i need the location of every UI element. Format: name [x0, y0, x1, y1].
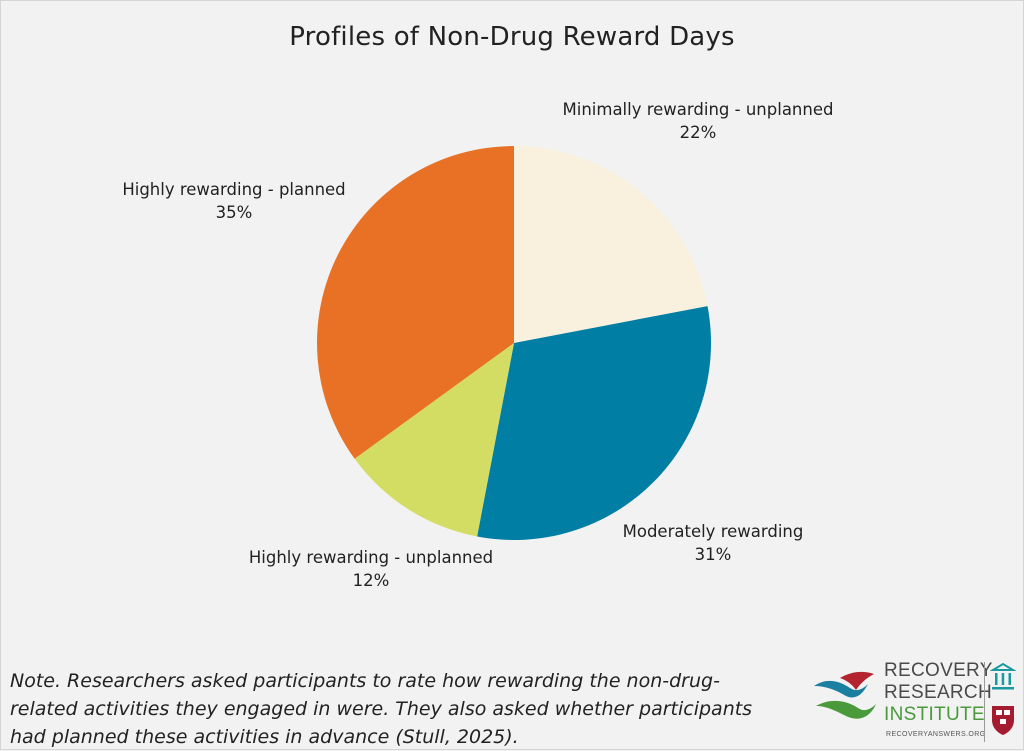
slice-label-name: Highly rewarding - unplanned — [248, 548, 494, 567]
slice-label-highly-rewarding-planned: Highly rewarding - planned 35% — [104, 178, 364, 224]
slice-label-name: Highly rewarding - planned — [122, 180, 346, 199]
pie-slice-moderately-rewarding — [477, 306, 711, 540]
slice-label-minimally-rewarding-unplanned: Minimally rewarding - unplanned 22% — [548, 98, 848, 144]
harvard-shield-icon — [992, 706, 1014, 735]
slice-label-name: Moderately rewarding — [622, 522, 804, 541]
pie-slice-highly-rewarding-unplanned — [354, 343, 514, 537]
slice-label-value: 31% — [694, 545, 732, 564]
logo-word-research: RESEARCH — [884, 682, 992, 703]
institute-building-icon — [990, 662, 1016, 690]
pie-chart — [316, 146, 711, 540]
slice-label-value: 12% — [352, 571, 390, 590]
logo-divider — [984, 662, 985, 742]
chart-title: Profiles of Non-Drug Reward Days — [289, 22, 735, 52]
recovery-research-institute-logo: RECOVERY RESEARCH INSTITUTE RECOVERYANSW… — [812, 658, 1017, 746]
chart-note: Note. Researchers asked participants to … — [10, 670, 753, 748]
slice-label-value: 22% — [679, 123, 717, 142]
logo-word-recovery: RECOVERY — [884, 660, 993, 681]
slice-label-moderately-rewarding: Moderately rewarding 31% — [603, 520, 823, 566]
pie-slice-minimally-rewarding-unplanned — [514, 146, 708, 343]
logo-word-institute: INSTITUTE — [884, 704, 985, 725]
wave-swoosh-icon — [814, 671, 876, 719]
slice-label-value: 35% — [215, 203, 253, 222]
pie-slice-highly-rewarding-planned — [316, 146, 514, 459]
logo-url: RECOVERYANSWERS.ORG — [886, 731, 986, 738]
slice-label-highly-rewarding-unplanned: Highly rewarding - unplanned 12% — [235, 546, 507, 592]
slice-label-name: Minimally rewarding - unplanned — [562, 100, 834, 119]
